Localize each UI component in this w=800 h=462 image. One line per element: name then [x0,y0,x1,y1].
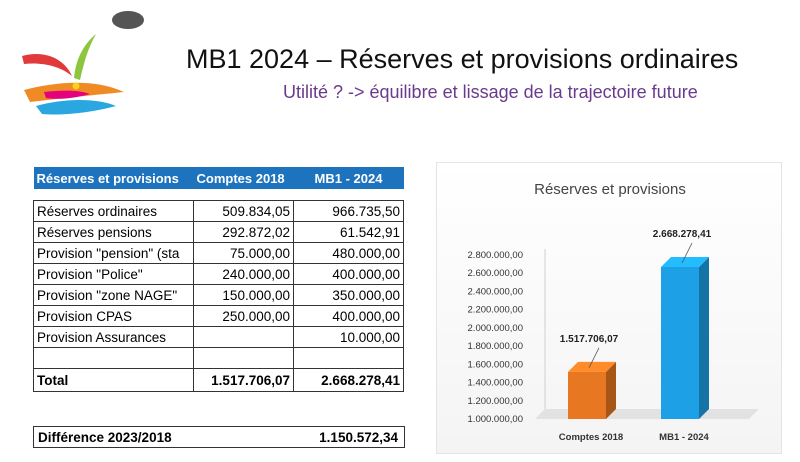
y-tick-label: 1.000.000,00 [468,414,523,425]
row-label [33,347,194,369]
bar-side [606,361,616,419]
row-value-2018 [193,326,294,348]
row-label: Réserves ordinaires [33,200,194,222]
x-tick-label: Comptes 2018 [559,432,623,443]
row-value-2024: 400.000,00 [293,305,404,327]
row-label: Provision "zone NAGE" [33,284,194,306]
table-row: Provision CPAS 250.000,00 400.000,00 [33,305,404,327]
data-label-leader [681,242,693,264]
bar-top [568,361,616,372]
y-tick-label: 1.800.000,00 [468,341,523,352]
bar-top [661,257,709,268]
logo-red-swoosh [22,54,72,76]
chart-panel: Réserves et provisions 1.000.000,00 1.200… [436,162,782,454]
difference-label: Différence 2023/2018 [38,430,172,445]
page-subtitle: Utilité ? -> équilibre et lissage de la … [283,82,698,102]
reserves-table: Réserves et provisions Comptes 2018 MB1 … [33,167,404,392]
table-row: Provision Assurances 10.000,00 [33,326,404,348]
chart-title: Réserves et provisions [534,181,686,198]
row-value-2024: 400.000,00 [293,263,404,285]
logo-stone [112,11,144,29]
table-header-cell: Comptes 2018 [193,167,294,189]
difference-box: Différence 2023/2018 1.150.572,34 [33,426,405,448]
table-header-row: Réserves et provisions Comptes 2018 MB1 … [33,167,404,189]
row-value-2018 [193,347,294,369]
y-tick-label: 2.400.000,00 [468,286,523,297]
y-tick-label: 1.600.000,00 [468,359,523,370]
logo-blue-swoosh [36,100,116,115]
row-value-2024: 350.000,00 [293,284,404,306]
row-label: Provision Assurances [33,326,194,348]
difference-value: 1.150.572,34 [319,430,398,445]
y-tick-label: 2.800.000,00 [468,250,523,261]
table-row: Provision "pension" (sta 75.000,00 480.0… [33,242,404,264]
table-header-cell: Réserves et provisions [33,167,194,189]
logo-pink-swoosh [44,90,90,99]
row-value-2024: 480.000,00 [293,242,404,264]
row-value-2018: 150.000,00 [193,284,294,306]
table-row: Provision "zone NAGE" 150.000,00 350.000… [33,284,404,306]
y-tick-label: 2.000.000,00 [468,323,523,334]
table-row-empty [33,347,404,369]
logo-dot [72,82,80,90]
bar-chart: Réserves et provisions 1.000.000,00 1.200… [468,181,759,443]
table-total-row: Total 1.517.706,07 2.668.278,41 [33,368,404,392]
row-label: Provision "pension" (sta [33,242,194,264]
row-value-2018: 250.000,00 [193,305,294,327]
y-tick-label: 2.600.000,00 [468,268,523,279]
row-value-2024: 966.735,50 [293,200,404,222]
data-label: 2.668.278,41 [653,229,712,240]
row-value-2018: 75.000,00 [193,242,294,264]
data-label: 1.517.706,07 [560,334,619,345]
table-row: Réserves ordinaires 509.834,05 966.735,5… [33,200,404,222]
total-value-2018: 1.517.706,07 [193,368,294,392]
bar [568,371,606,419]
y-tick-label: 1.200.000,00 [468,396,523,407]
page-title: MB1 2024 – Réserves et provisions ordina… [186,44,739,74]
bar [661,267,699,419]
total-value-2024: 2.668.278,41 [293,368,404,392]
data-label-leader [588,347,600,369]
row-value-2018: 240.000,00 [193,263,294,285]
bar-side [699,257,709,419]
row-value-2024 [293,347,404,369]
x-tick-label: MB1 - 2024 [659,432,709,443]
table-header-cell: MB1 - 2024 [293,167,404,189]
y-tick-label: 1.400.000,00 [468,378,523,389]
row-value-2018: 509.834,05 [193,200,294,222]
logo [22,11,144,115]
y-tick-label: 2.200.000,00 [468,305,523,316]
row-label: Provision "Police" [33,263,194,285]
row-label: Provision CPAS [33,305,194,327]
table-row: Provision "Police" 240.000,00 400.000,00 [33,263,404,285]
row-label: Réserves pensions [33,221,194,243]
row-value-2024: 10.000,00 [293,326,404,348]
total-label: Total [33,368,194,392]
table-row: Réserves pensions 292.872,02 61.542,91 [33,221,404,243]
row-value-2024: 61.542,91 [293,221,404,243]
logo-leaf [74,34,96,80]
row-value-2018: 292.872,02 [193,221,294,243]
